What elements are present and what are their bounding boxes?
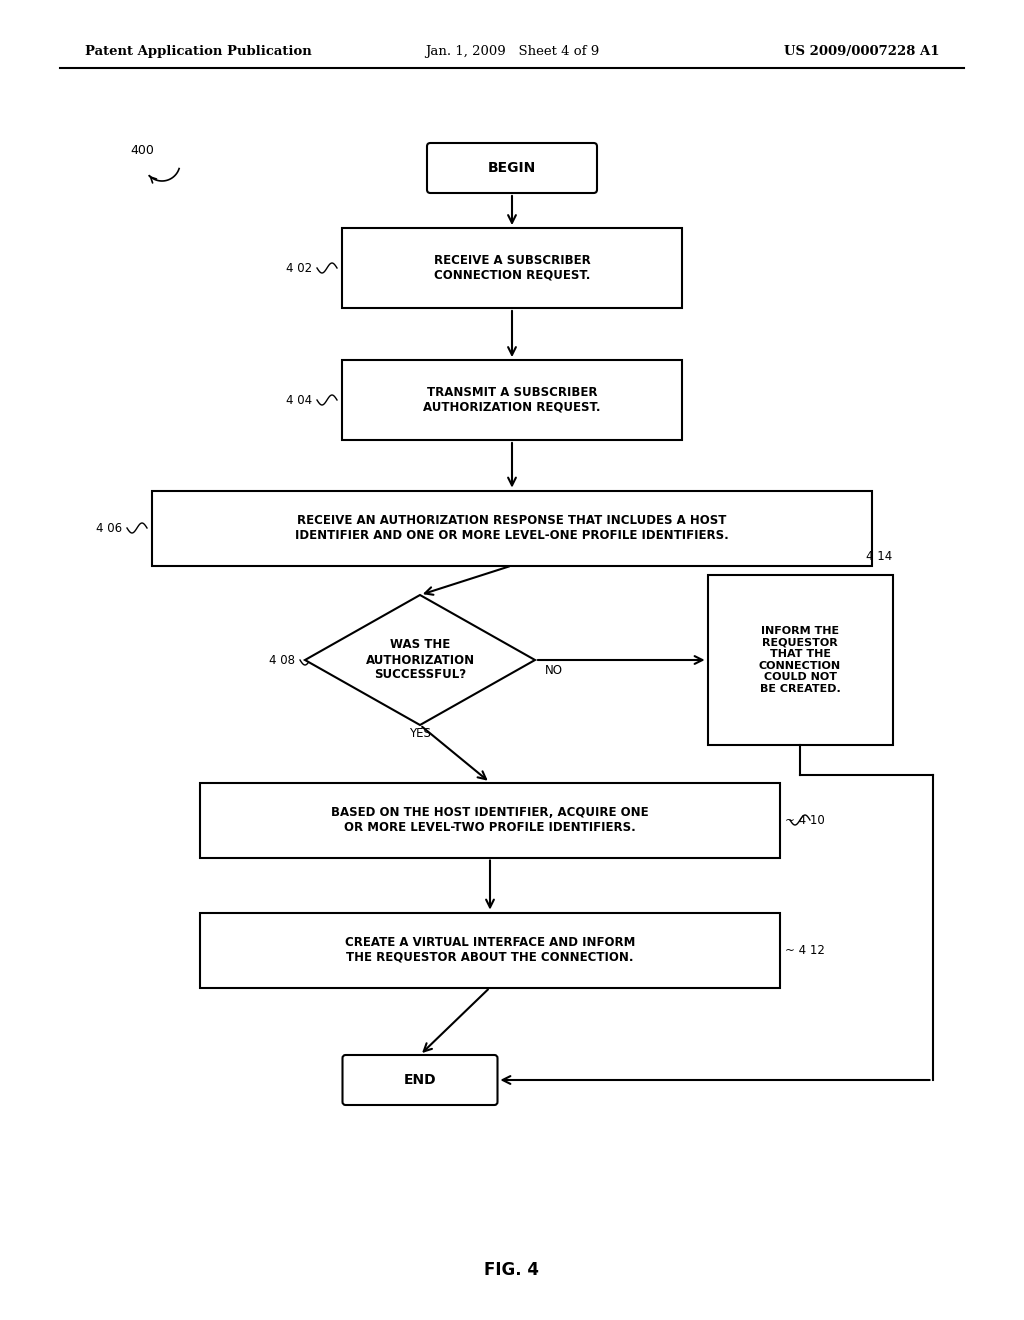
Bar	[152, 491, 872, 565]
Text: INFORM THE
REQUESTOR
THAT THE
CONNECTION
COULD NOT
BE CREATED.: INFORM THE REQUESTOR THAT THE CONNECTION…	[759, 626, 841, 694]
Bar	[342, 360, 682, 440]
Bar	[708, 576, 893, 744]
Text: 4 04: 4 04	[286, 393, 312, 407]
Text: FIG. 4: FIG. 4	[484, 1261, 540, 1279]
Text: 4 06: 4 06	[96, 521, 122, 535]
FancyBboxPatch shape	[342, 1055, 498, 1105]
Text: YES: YES	[409, 727, 431, 741]
Text: WAS THE
AUTHORIZATION
SUCCESSFUL?: WAS THE AUTHORIZATION SUCCESSFUL?	[366, 639, 474, 681]
Text: BASED ON THE HOST IDENTIFIER, ACQUIRE ONE
OR MORE LEVEL-TWO PROFILE IDENTIFIERS.: BASED ON THE HOST IDENTIFIER, ACQUIRE ON…	[331, 807, 649, 834]
Bar	[200, 912, 780, 987]
Bar	[200, 783, 780, 858]
Text: US 2009/0007228 A1: US 2009/0007228 A1	[784, 45, 940, 58]
Text: RECEIVE AN AUTHORIZATION RESPONSE THAT INCLUDES A HOST
IDENTIFIER AND ONE OR MOR: RECEIVE AN AUTHORIZATION RESPONSE THAT I…	[295, 513, 729, 543]
Text: CREATE A VIRTUAL INTERFACE AND INFORM
THE REQUESTOR ABOUT THE CONNECTION.: CREATE A VIRTUAL INTERFACE AND INFORM TH…	[345, 936, 635, 964]
Text: NO: NO	[545, 664, 563, 676]
Bar	[342, 228, 682, 308]
Text: Jan. 1, 2009   Sheet 4 of 9: Jan. 1, 2009 Sheet 4 of 9	[425, 45, 599, 58]
Text: Patent Application Publication: Patent Application Publication	[85, 45, 311, 58]
Text: TRANSMIT A SUBSCRIBER
AUTHORIZATION REQUEST.: TRANSMIT A SUBSCRIBER AUTHORIZATION REQU…	[423, 385, 601, 414]
Text: ~ 4 12: ~ 4 12	[785, 944, 825, 957]
Text: 400: 400	[130, 144, 154, 157]
Text: 4 02: 4 02	[286, 261, 312, 275]
Polygon shape	[305, 595, 535, 725]
Text: END: END	[403, 1073, 436, 1086]
Text: RECEIVE A SUBSCRIBER
CONNECTION REQUEST.: RECEIVE A SUBSCRIBER CONNECTION REQUEST.	[433, 253, 591, 282]
Text: 4 08: 4 08	[269, 653, 295, 667]
Text: 4 14: 4 14	[866, 550, 893, 564]
FancyBboxPatch shape	[427, 143, 597, 193]
Text: ~ 4 10: ~ 4 10	[785, 813, 824, 826]
Text: BEGIN: BEGIN	[487, 161, 537, 176]
